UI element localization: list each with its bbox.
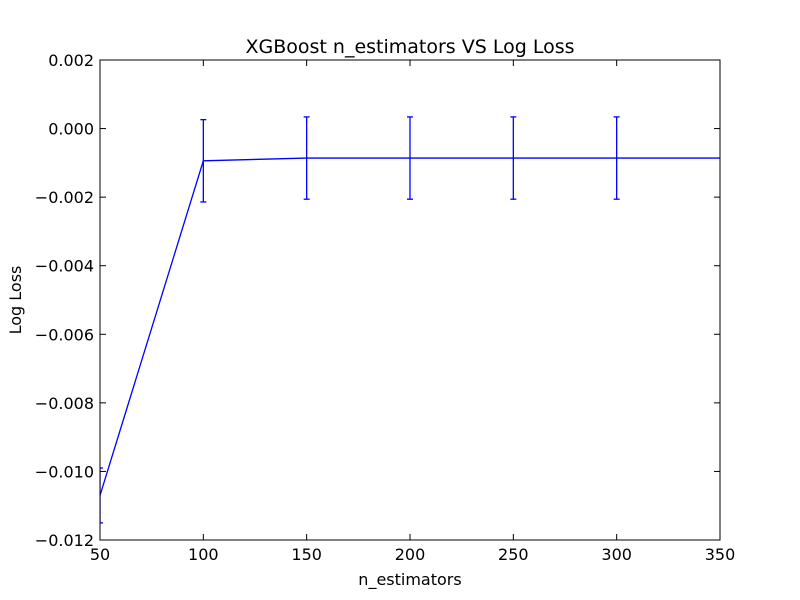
y-tick-label: 0.000 [48,120,94,139]
y-tick-label: −0.002 [35,188,94,207]
series-line [100,157,720,496]
x-tick-label: 150 [291,545,322,564]
x-tick-label: 350 [705,545,736,564]
x-tick-label: 300 [601,545,632,564]
y-axis-label: Log Loss [6,266,25,335]
y-tick-label: −0.010 [35,462,94,481]
plot-area [100,116,720,524]
y-tick-label: −0.008 [35,394,94,413]
chart-title: XGBoost n_estimators VS Log Loss [246,36,575,58]
x-tick-label: 250 [498,545,529,564]
y-tick-label: −0.012 [35,531,94,550]
x-tick-label: 200 [395,545,426,564]
y-tick-label: 0.002 [48,51,94,70]
x-axis-label: n_estimators [358,570,461,590]
x-tick-label: 50 [90,545,110,564]
plot-frame [99,59,721,541]
axis-ticks: 50 100 150 200 250 300 350 0.002 0.000 −0.002 −0.0… [35,51,735,564]
x-tick-label: 100 [188,545,219,564]
y-tick-label: −0.004 [35,257,94,276]
y-tick-label: −0.006 [35,325,94,344]
